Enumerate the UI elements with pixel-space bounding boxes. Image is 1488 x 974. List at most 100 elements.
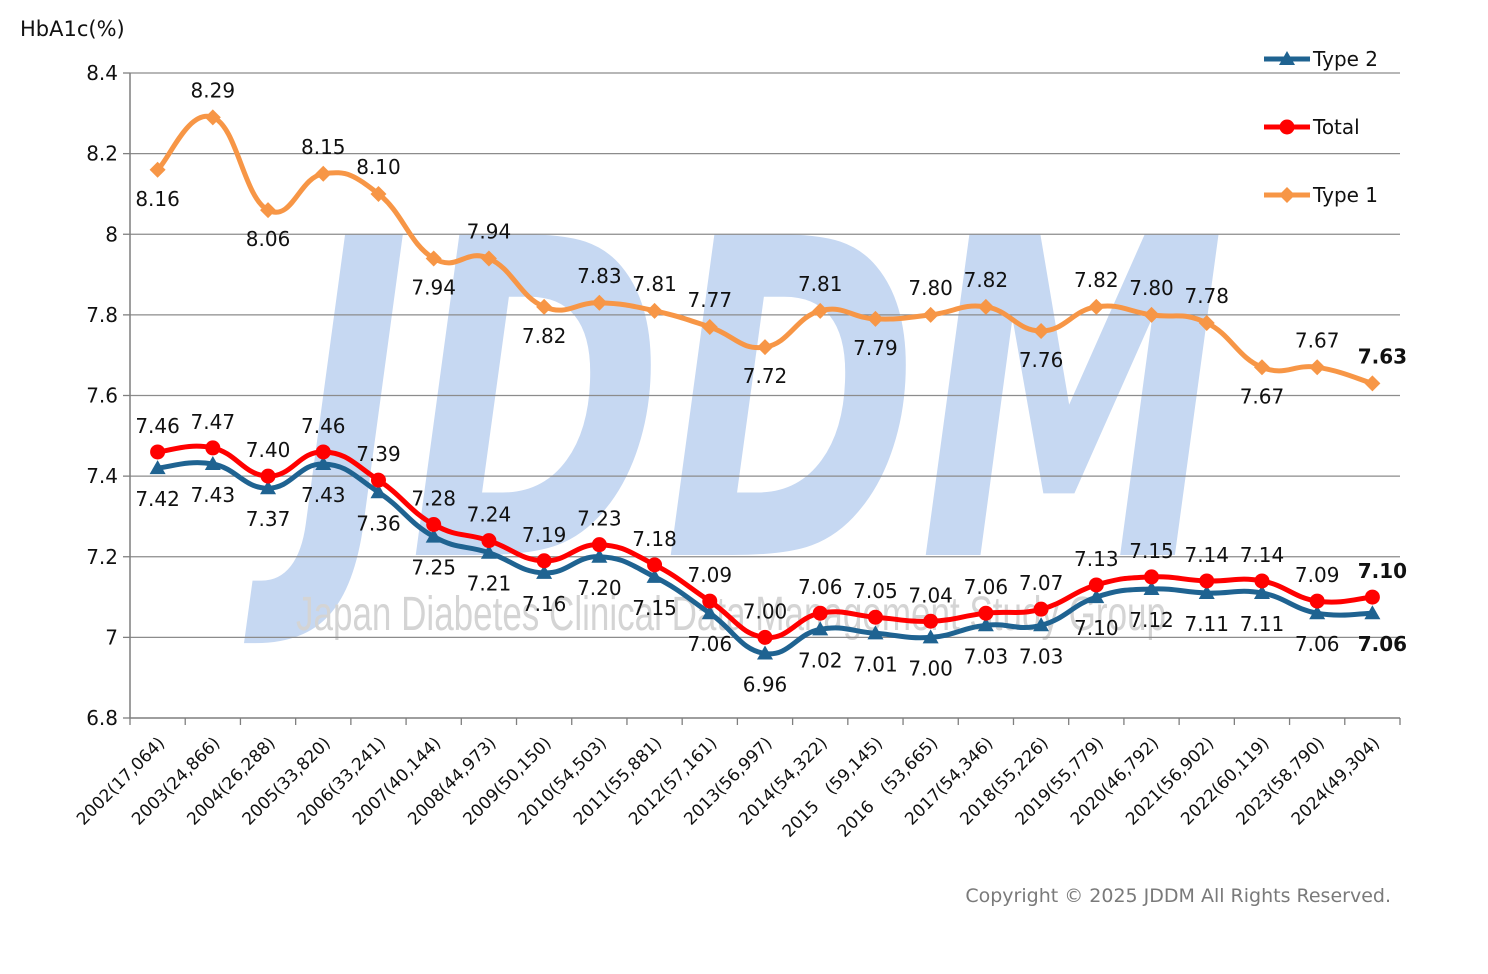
- watermark-logo: JDDM: [242, 147, 1225, 659]
- data-label-type-2: 7.36: [356, 511, 401, 535]
- data-label-type-1: 7.94: [411, 275, 456, 299]
- data-label-type-2: 7.43: [191, 483, 236, 507]
- point-total: [757, 629, 773, 645]
- point-total: [370, 472, 386, 488]
- point-total: [647, 557, 663, 573]
- y-tick-label: 8.2: [86, 142, 118, 166]
- y-tick-label: 7.4: [86, 464, 118, 488]
- data-label-total: 7.13: [1074, 547, 1119, 571]
- point-type-2: [480, 544, 497, 559]
- data-label-total: 7.06: [964, 575, 1009, 599]
- point-total: [812, 605, 828, 621]
- point-type-1: [591, 294, 608, 311]
- data-labels: 7.42 7.43 7.37 7.43 7.36 7.25 7.21 7.16 7.20 7.15…: [135, 78, 1407, 696]
- data-label-type-2: 7.03: [964, 644, 1009, 668]
- point-type-2: [1143, 581, 1160, 595]
- point-total: [702, 593, 718, 609]
- data-label-type-1: 7.63: [1358, 344, 1407, 368]
- point-type-2: [1198, 585, 1215, 600]
- data-label-type-1: 7.82: [1074, 268, 1119, 292]
- legend: Type 2 Total Type 1: [1264, 47, 1378, 207]
- point-total: [1144, 569, 1160, 585]
- data-label-type-2: 7.43: [301, 483, 346, 507]
- legend-item-type-1: Type 1: [1264, 183, 1378, 207]
- data-label-type-2: 7.06: [1295, 632, 1340, 656]
- data-label-type-2: 7.03: [1019, 644, 1064, 668]
- data-label-type-1: 8.29: [191, 78, 236, 102]
- legend-label-type-1: Type 1: [1312, 183, 1378, 207]
- point-type-2: [1364, 605, 1381, 620]
- point-type-2: [1033, 617, 1050, 632]
- point-type-1: [757, 339, 773, 356]
- point-type-2: [204, 456, 221, 471]
- data-label-type-1: 8.10: [356, 155, 401, 179]
- data-label-type-1: 7.83: [577, 264, 622, 288]
- point-type-1: [1198, 314, 1215, 331]
- copyright-notice: Copyright © 2025 JDDM All Rights Reserve…: [965, 885, 1391, 907]
- data-label-type-1: 7.79: [853, 336, 898, 360]
- data-label-type-1: 7.77: [688, 288, 733, 312]
- point-total: [426, 517, 442, 532]
- y-tick-labels: 6.8 7 7.2 7.4 7.6 7.8 8 8.2 8.4: [86, 61, 118, 730]
- grid-lines: [130, 72, 1400, 639]
- point-type-1: [149, 161, 166, 178]
- point-total: [1309, 593, 1325, 609]
- point-type-1: [1364, 375, 1381, 392]
- point-total: [978, 605, 994, 621]
- data-label-type-2: 7.25: [411, 556, 456, 580]
- data-label-type-2: 6.96: [743, 673, 788, 697]
- data-label-total: 7.10: [1358, 559, 1407, 583]
- point-type-1: [425, 250, 442, 267]
- data-label-type-2: 7.12: [1129, 608, 1174, 632]
- point-type-1: [370, 185, 387, 202]
- y-axis-label: HbA1c(%): [20, 17, 125, 41]
- point-type-2: [425, 528, 442, 543]
- data-label-total: 7.28: [411, 487, 456, 511]
- y-tick-label: 7.8: [86, 303, 118, 327]
- y-tick-label: 7.2: [86, 545, 118, 569]
- data-label-type-2: 7.16: [522, 592, 567, 616]
- point-type-2: [867, 625, 884, 640]
- point-type-2: [1309, 605, 1326, 620]
- line-type-2: [155, 460, 1375, 657]
- data-label-total: 7.05: [853, 579, 898, 603]
- y-tick-label: 7: [105, 625, 118, 649]
- x-tick-labels: 2002(17,064)2003(24,866)2004(26,288)2005…: [73, 733, 1384, 841]
- point-type-1: [646, 302, 663, 319]
- legend-marker-type-1: [1279, 187, 1295, 203]
- point-type-2: [315, 456, 332, 471]
- data-label-type-1: 7.81: [632, 272, 677, 296]
- legend-label-total: Total: [1312, 115, 1360, 139]
- data-label-total: 7.39: [356, 442, 401, 466]
- data-label-total: 7.47: [191, 410, 236, 434]
- data-label-type-2: 7.01: [853, 652, 898, 676]
- series-type-1: [149, 109, 1381, 392]
- data-label-type-2: 7.11: [1184, 612, 1229, 636]
- point-type-1: [1033, 323, 1050, 339]
- data-label-total: 7.40: [246, 438, 291, 462]
- data-label-total: 7.46: [135, 414, 180, 438]
- data-label-type-2: 7.06: [688, 632, 733, 656]
- data-label-total: 7.14: [1184, 543, 1229, 567]
- data-label-total: 7.18: [632, 527, 677, 551]
- point-type-2: [149, 460, 166, 475]
- data-label-type-1: 7.72: [743, 364, 788, 388]
- data-label-type-1: 7.80: [908, 276, 953, 300]
- point-type-1: [701, 318, 718, 335]
- point-total: [260, 468, 276, 484]
- legend-marker-type-2: [1279, 51, 1295, 65]
- point-type-2: [1253, 585, 1270, 600]
- point-total: [1199, 573, 1215, 589]
- point-type-2: [701, 605, 718, 620]
- point-type-2: [812, 621, 829, 636]
- point-type-2: [757, 645, 773, 660]
- x-tick-label: 2015 (59,145): [779, 733, 887, 841]
- point-type-2: [260, 480, 277, 495]
- data-label-type-1: 7.76: [1019, 348, 1064, 372]
- point-total: [591, 537, 607, 553]
- point-type-2: [370, 484, 387, 499]
- point-type-1: [1088, 298, 1105, 315]
- data-label-total: 7.09: [1295, 563, 1340, 587]
- data-label-type-2: 7.06: [1358, 632, 1407, 656]
- line-total: [155, 443, 1375, 640]
